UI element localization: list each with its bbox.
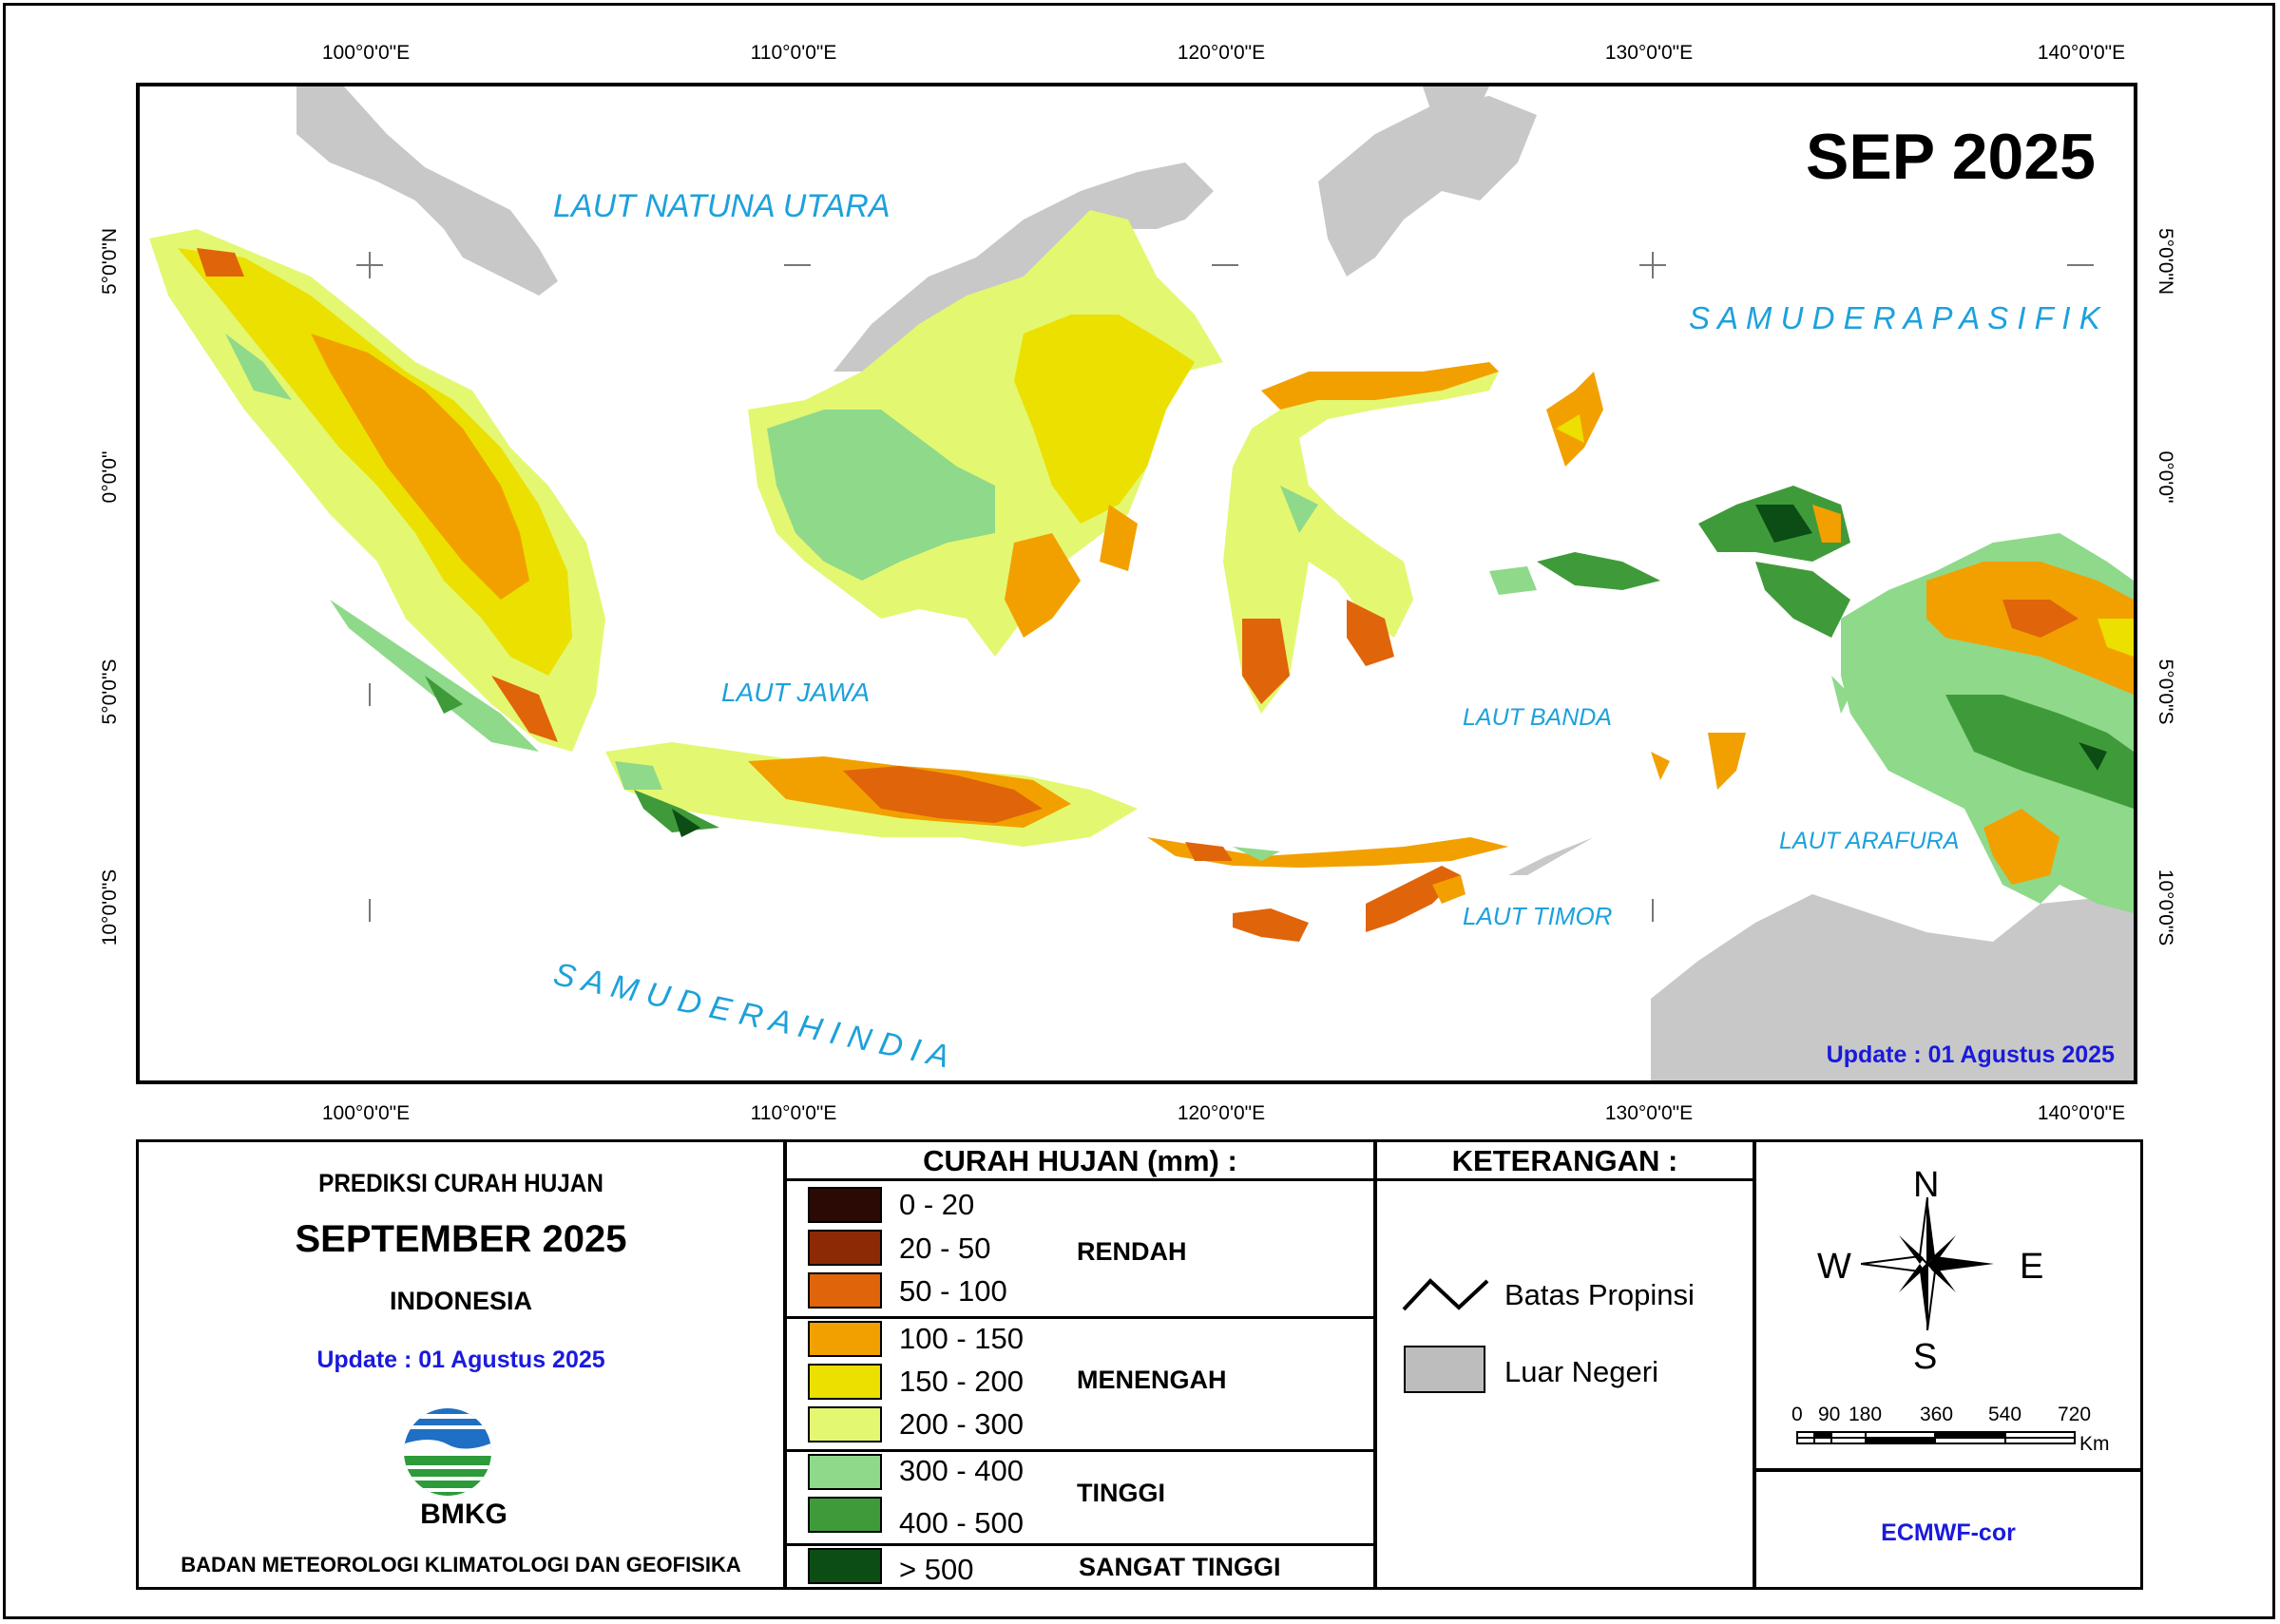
lat-label-0-left: 0°0'0" <box>99 450 121 504</box>
keterangan-luar-negeri: Luar Negeri <box>1504 1355 1658 1388</box>
legend-swatch-5 <box>808 1406 882 1442</box>
north-arrow-scale-panel: N S W E 0 90 180 360 540 720 Km <box>1753 1139 2143 1471</box>
legend-range-6: 300 - 400 <box>899 1454 1024 1487</box>
keterangan-title: KETERANGAN : <box>1377 1142 1753 1181</box>
legend-swatch-8 <box>808 1548 882 1584</box>
compass-s: S <box>1913 1337 1938 1377</box>
scale-label-720: 720 <box>2058 1404 2092 1425</box>
lon-label-100-bottom: 100°0'0"E <box>321 1102 411 1124</box>
kalimantan-island <box>748 210 1223 657</box>
bmkg-logo <box>404 1408 491 1496</box>
agency-name: BADAN METEOROLOGI KLIMATOLOGI DAN GEOFIS… <box>181 1553 741 1576</box>
compass-e: E <box>2020 1247 2044 1287</box>
map-update-text: Update : 01 Agustus 2025 <box>1826 1041 2115 1068</box>
keterangan-panel: KETERANGAN : Batas Propinsi Luar Negeri <box>1374 1139 1755 1590</box>
scale-label-90: 90 <box>1818 1404 1841 1425</box>
bmkg-logo-text: BMKG <box>420 1499 508 1530</box>
legend-range-0: 0 - 20 <box>899 1188 975 1221</box>
rainfall-legend: CURAH HUJAN (mm) : 0 - 20 20 - 50 50 - 1… <box>784 1139 1376 1590</box>
sea-label-timor: LAUT TIMOR <box>1463 902 1613 930</box>
sea-label-arafura: LAUT ARAFURA <box>1779 828 1960 854</box>
compass-w: W <box>1817 1247 1851 1287</box>
legend-swatch-2 <box>808 1272 882 1309</box>
lat-label-5s-left: 5°0'0"S <box>99 659 121 725</box>
scale-label-360: 360 <box>1920 1404 1954 1425</box>
lat-label-10s-right: 10°0'0"S <box>2155 869 2176 946</box>
compass-n: N <box>1913 1165 1940 1205</box>
legend-swatch-0 <box>808 1187 882 1223</box>
compass-rose-icon <box>1861 1197 1994 1330</box>
model-source-panel: ECMWF-cor <box>1753 1469 2143 1590</box>
legend-swatch-3 <box>808 1321 882 1357</box>
sumatra-island <box>149 229 605 752</box>
scale-unit: Km <box>2079 1433 2110 1455</box>
lon-label-120-top: 120°0'0"E <box>1177 42 1266 64</box>
legend-range-2: 50 - 100 <box>899 1274 1007 1308</box>
sea-label-banda: LAUT BANDA <box>1463 704 1612 731</box>
scale-bar <box>1796 1431 2076 1444</box>
info-heading: PREDIKSI CURAH HUJAN <box>318 1169 604 1197</box>
page-frame <box>3 3 2275 1619</box>
sea-label-pasifik: S A M U D E R A P A S I F I K <box>1689 300 2100 335</box>
maluku-islands <box>1489 372 1850 790</box>
lon-label-120-bottom: 120°0'0"E <box>1177 1102 1266 1124</box>
legend-swatch-4 <box>808 1364 882 1400</box>
info-region: INDONESIA <box>389 1287 533 1315</box>
legend-title: CURAH HUJAN (mm) : <box>787 1142 1373 1181</box>
legend-category-tinggi: TINGGI <box>1077 1479 1165 1507</box>
lon-label-140-top: 140°0'0"E <box>2037 42 2126 64</box>
legend-range-8: > 500 <box>899 1553 974 1586</box>
info-panel: PREDIKSI CURAH HUJAN SEPTEMBER 2025 INDO… <box>136 1139 786 1590</box>
keterangan-batas-propinsi: Batas Propinsi <box>1504 1278 1695 1311</box>
legend-divider <box>787 1449 1373 1452</box>
scale-label-0: 0 <box>1791 1404 1803 1425</box>
rainfall-map: SEP 2025 LAUT NATUNA UTARA S A M U D E R… <box>136 83 2137 1084</box>
lon-label-130-bottom: 130°0'0"E <box>1604 1102 1694 1124</box>
legend-swatch-6 <box>808 1454 882 1490</box>
lon-label-140-bottom: 140°0'0"E <box>2037 1102 2126 1124</box>
lat-label-0-right: 0°0'0" <box>2155 450 2176 504</box>
lon-label-130-top: 130°0'0"E <box>1604 42 1694 64</box>
legend-range-3: 100 - 150 <box>899 1322 1024 1355</box>
lon-label-100-top: 100°0'0"E <box>321 42 411 64</box>
lat-label-5n-right: 5°0'0"N <box>2155 227 2176 296</box>
java-island <box>605 742 1138 847</box>
info-month: SEPTEMBER 2025 <box>295 1218 627 1260</box>
gray-box-icon <box>1404 1346 1485 1393</box>
model-source: ECMWF-cor <box>1881 1519 2016 1546</box>
legend-category-menengah: MENENGAH <box>1077 1366 1227 1394</box>
sea-label-jawa: LAUT JAWA <box>721 678 871 707</box>
legend-swatch-7 <box>808 1497 882 1533</box>
info-update: Update : 01 Agustus 2025 <box>316 1347 605 1373</box>
sea-label-natuna: LAUT NATUNA UTARA <box>553 188 891 224</box>
legend-category-rendah: RENDAH <box>1077 1237 1187 1266</box>
lat-label-5n-left: 5°0'0"N <box>99 227 121 296</box>
legend-divider <box>787 1316 1373 1319</box>
legend-range-1: 20 - 50 <box>899 1232 991 1265</box>
legend-swatch-1 <box>808 1230 882 1266</box>
papua-island <box>1698 486 2134 913</box>
legend-range-5: 200 - 300 <box>899 1407 1024 1441</box>
sulawesi-island <box>1223 362 1499 714</box>
legend-category-sangat-tinggi: SANGAT TINGGI <box>1079 1553 1281 1581</box>
map-title: SEP 2025 <box>1805 121 2096 193</box>
graticule-marks <box>356 252 2094 922</box>
nusa-tenggara-islands <box>1147 837 1508 942</box>
boundary-line-icon <box>1402 1278 1489 1311</box>
scale-label-540: 540 <box>1988 1404 2022 1425</box>
lon-label-110-bottom: 110°0'0"E <box>750 1102 837 1124</box>
lon-label-110-top: 110°0'0"E <box>750 42 837 64</box>
legend-divider <box>787 1543 1373 1546</box>
scale-label-180: 180 <box>1849 1404 1883 1425</box>
legend-range-4: 150 - 200 <box>899 1365 1024 1398</box>
lat-label-5s-right: 5°0'0"S <box>2155 659 2176 725</box>
map-canvas <box>149 86 2134 1080</box>
legend-range-7: 400 - 500 <box>899 1506 1024 1539</box>
lat-label-10s-left: 10°0'0"S <box>99 869 121 946</box>
